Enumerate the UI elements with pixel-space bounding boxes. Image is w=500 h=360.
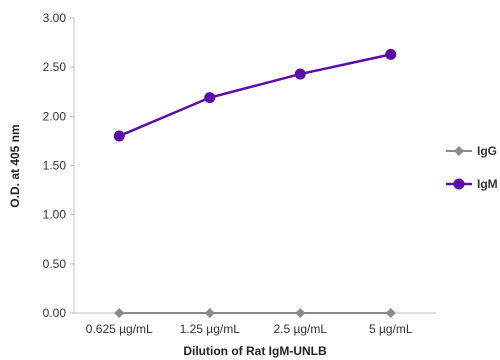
y-tick-label: 2.00 (43, 109, 67, 123)
data-point-igg (114, 308, 125, 318)
data-point-igm (294, 68, 306, 80)
y-tick-label: 0.00 (43, 306, 67, 320)
legend-marker (454, 146, 464, 156)
y-axis-ticks: 0.00 0.50 1.00 1.50 2.00 2.50 3.00 (43, 11, 74, 320)
legend-item-igg: IgG (446, 144, 497, 158)
data-point-igg (295, 308, 306, 318)
series-igg (114, 308, 396, 318)
data-point-igm (385, 48, 397, 60)
x-axis-title: Dilution of Rat IgM-UNLB (183, 344, 327, 358)
y-tick-label: 3.00 (43, 11, 67, 25)
y-tick-label: 1.50 (43, 159, 67, 173)
y-tick-label: 0.50 (43, 257, 67, 271)
x-axis-ticks: 0.625 µg/mL 1.25 µg/mL 2.5 µg/mL 5 µg/mL (86, 322, 413, 336)
legend-label: IgM (477, 177, 498, 191)
data-point-igm (113, 130, 125, 142)
legend: IgG IgM (446, 144, 498, 191)
y-axis-title: O.D. at 405 nm (8, 124, 22, 207)
data-point-igg (385, 308, 396, 318)
y-tick-label: 1.00 (43, 208, 67, 222)
legend-marker (453, 178, 465, 190)
x-tick-label: 0.625 µg/mL (86, 322, 153, 336)
series-line-igm (118, 53, 392, 138)
legend-item-igm: IgM (446, 177, 498, 191)
data-point-igg (204, 308, 215, 318)
series-igm (113, 48, 397, 142)
x-tick-label: 5 µg/mL (369, 322, 413, 336)
x-tick-label: 1.25 µg/mL (180, 322, 241, 336)
legend-label: IgG (477, 144, 497, 158)
data-point-igm (204, 92, 216, 104)
y-tick-label: 2.50 (43, 60, 67, 74)
series-group (113, 48, 397, 318)
x-tick-label: 2.5 µg/mL (273, 322, 327, 336)
